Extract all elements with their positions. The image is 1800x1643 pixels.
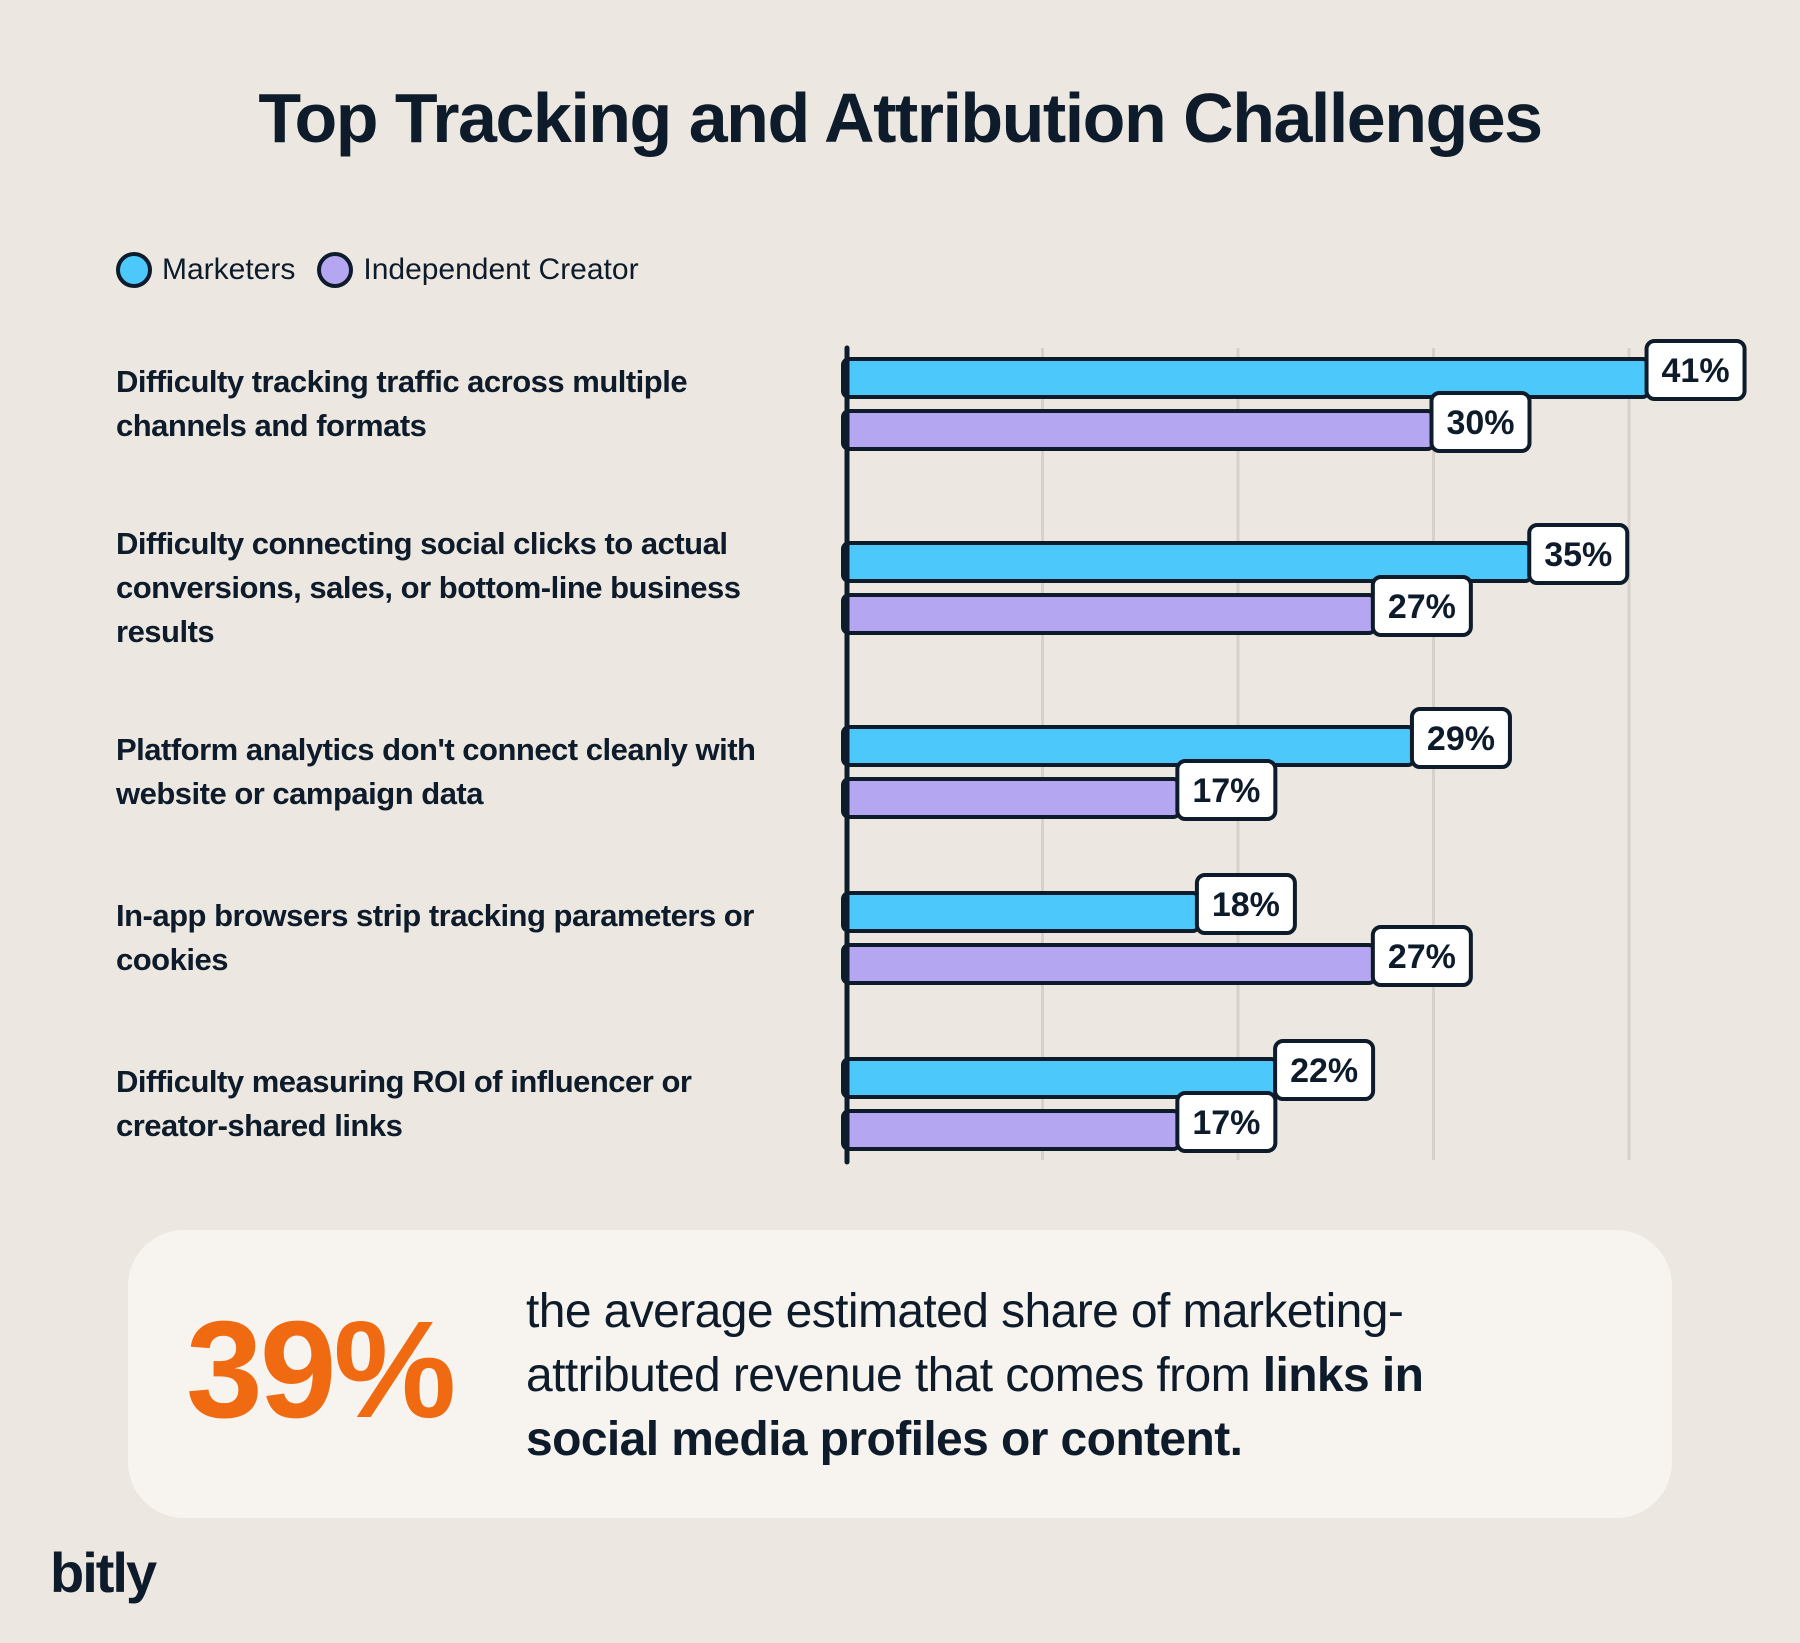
legend-swatch-independent-creator	[317, 252, 354, 288]
legend-label-independent-creator: Independent Creator	[363, 253, 639, 286]
data-label-box	[1194, 873, 1297, 935]
data-label-box	[1409, 707, 1512, 769]
bar	[841, 891, 1201, 933]
legend-swatch-marketers	[116, 252, 152, 288]
data-label-box	[1175, 1091, 1278, 1153]
data-label: 17%	[1192, 772, 1260, 810]
callout-box: 39% the average estimated share of marke…	[128, 1230, 1672, 1518]
callout-text: the average estimated share of marketing…	[526, 1280, 1556, 1472]
data-label: 35%	[1544, 536, 1612, 574]
data-label: 30%	[1446, 404, 1514, 442]
callout-stat: 39%	[186, 1293, 456, 1447]
bitly-logo: bitly	[50, 1541, 157, 1604]
bar	[841, 725, 1416, 767]
data-label-box	[1429, 391, 1532, 453]
data-label: 18%	[1212, 886, 1280, 924]
data-label-box	[1175, 759, 1278, 821]
data-label-box	[1370, 925, 1473, 987]
data-label-box	[1644, 339, 1747, 401]
bar	[841, 777, 1182, 819]
data-label: 22%	[1290, 1052, 1358, 1090]
data-label-box	[1527, 523, 1630, 585]
bar	[841, 1109, 1182, 1151]
legend-label-marketers: Marketers	[162, 253, 296, 286]
bar	[841, 593, 1377, 635]
data-label: 41%	[1662, 352, 1730, 390]
callout-text-plain: the average estimated share of marketing…	[526, 1285, 1404, 1402]
callout-text-bold: links in social media profiles or conten…	[526, 1349, 1424, 1466]
data-label: 27%	[1388, 938, 1456, 976]
category-label: In-app browsers strip tracking parameter…	[116, 898, 754, 977]
data-label: 27%	[1388, 588, 1456, 626]
data-label: 17%	[1192, 1104, 1260, 1142]
data-label-box	[1370, 575, 1473, 637]
bar-chart: 41% 35% 29% 18% 22% 30% 27% 17% 27% 17%	[841, 339, 1747, 1165]
bar	[841, 409, 1436, 451]
legend-item-independent-creator: Independent Creator	[317, 252, 639, 288]
category-label: Difficulty tracking traffic across multi…	[116, 364, 688, 443]
category-label: Difficulty measuring ROI of influencer o…	[116, 1064, 692, 1143]
legend: Marketers Independent Creator	[116, 252, 661, 288]
legend-item-marketers: Marketers	[116, 252, 295, 288]
bar	[841, 357, 1651, 399]
category-label: Platform analytics don't connect cleanly…	[116, 732, 756, 811]
data-label-box	[1273, 1039, 1376, 1101]
chart-title: Top Tracking and Attribution Challenges	[258, 79, 1543, 157]
bar	[841, 943, 1377, 985]
data-label: 29%	[1427, 720, 1495, 758]
category-label: Difficulty connecting social clicks to a…	[116, 526, 741, 649]
